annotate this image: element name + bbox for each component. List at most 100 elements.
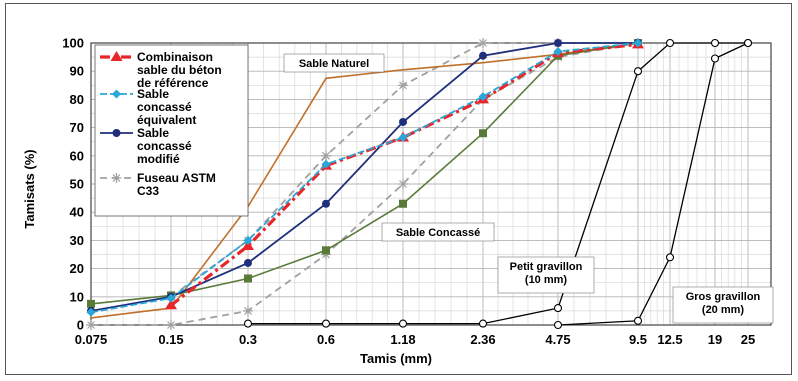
star-marker: [243, 305, 253, 316]
y-tick-label: 100: [62, 36, 84, 51]
series-layer: [86, 38, 753, 330]
annotation-box: [672, 286, 774, 324]
star-stroke: [479, 39, 487, 47]
legend-frame: [94, 44, 249, 217]
star-stroke: [244, 306, 252, 315]
circle-marker: [244, 258, 252, 267]
legend-text: Sable: [137, 126, 169, 140]
circle-marker: [399, 117, 407, 126]
x-tick-label: 25: [741, 332, 755, 347]
annotation-box: [283, 53, 385, 73]
square-marker: [244, 274, 252, 283]
legend-text: Sable: [137, 87, 169, 101]
annotations: Sable Naturel Sable Concassé Petit gravill…: [283, 53, 774, 324]
legend-text: concassé: [137, 139, 192, 153]
diamond-marker: [321, 159, 331, 169]
triangle-marker: [242, 240, 254, 251]
annotation-box: [497, 256, 595, 294]
open-circle-marker: [665, 38, 675, 48]
series-eq: [86, 38, 643, 317]
square-marker: [87, 299, 95, 308]
x-tick-label: 1.18: [390, 332, 415, 347]
star-stroke: [399, 81, 407, 90]
square-marker: [322, 246, 330, 255]
diamond-marker: [166, 293, 176, 303]
series-gros: [553, 38, 753, 330]
annotation-text: Petit gravillon: [510, 261, 583, 273]
annotation-label: Gros gravillon(20 mm): [672, 286, 774, 324]
open-circle-marker: [633, 67, 643, 76]
legend-text: équivalent: [137, 113, 196, 127]
diamond-marker: [478, 92, 488, 102]
y-tick-label: 0: [77, 318, 84, 333]
annotation-label: Sable Concassé: [381, 222, 495, 242]
open-circle-marker: [743, 38, 753, 48]
y-tick-label: 50: [70, 177, 84, 192]
legend-text: C33: [137, 184, 159, 198]
legend-text: Combinaison: [137, 50, 213, 64]
annotation-text: (20 mm): [702, 304, 745, 316]
legend-text: de référence: [137, 76, 209, 90]
annotation-label: Petit gravillon(10 mm): [497, 256, 595, 294]
annotation-text: Sable Naturel: [299, 58, 369, 70]
circle-marker: [479, 51, 487, 60]
y-axis-label: Tamisats (%): [22, 149, 37, 228]
diamond-marker: [398, 132, 408, 142]
circle-marker: [322, 199, 330, 208]
y-tick-label: 70: [70, 120, 84, 135]
star-stroke: [399, 180, 407, 188]
x-tick-label: 2.36: [470, 332, 495, 347]
open-circle-marker: [398, 319, 408, 328]
star-stroke: [167, 321, 175, 329]
plot-border: [90, 42, 772, 326]
diamond-marker: [86, 307, 96, 317]
series-line-mod: [90, 42, 638, 312]
grading-curve-chart: 0 10 20 30 40 50 60 70 80 90 100 0.075 0.15 0.3 0.6 1.1…: [22, 36, 774, 366]
open-circle-marker: [710, 38, 720, 48]
x-tick-label: 12.5: [657, 332, 682, 347]
legend-text: sable du béton: [137, 63, 222, 77]
series-petit: [243, 38, 753, 328]
diamond-marker: [553, 46, 563, 56]
circle-marker: [554, 39, 562, 47]
star-marker: [478, 38, 488, 48]
star-marker: [398, 179, 408, 189]
star-stroke: [112, 174, 121, 182]
x-tick-label: 0.3: [239, 332, 257, 347]
star-marker: [398, 80, 408, 91]
y-tick-label: 90: [70, 64, 84, 79]
triangle-marker: [165, 299, 177, 310]
square-marker: [399, 199, 407, 208]
x-tick-label: 4.75: [545, 332, 570, 347]
open-circle-marker: [553, 304, 563, 313]
legend-text: modifié: [137, 152, 180, 166]
annotation-text: (10 mm): [525, 274, 568, 286]
open-circle-marker: [478, 319, 488, 328]
star-marker: [86, 320, 96, 330]
open-circle-marker: [710, 54, 720, 63]
open-circle-marker: [321, 319, 331, 328]
annotation-text: Gros gravillon: [686, 291, 761, 303]
series-line-concasse: [90, 42, 639, 305]
diamond-marker: [633, 38, 643, 48]
series-line-astm_lower: [91, 42, 639, 326]
legend-text: concassé: [137, 100, 192, 114]
annotation-text: Sable Concassé: [396, 227, 480, 239]
open-circle-marker: [243, 319, 253, 328]
diamond-marker: [112, 89, 121, 99]
y-tick-label: 80: [70, 92, 84, 107]
x-tick-label: 0.6: [317, 332, 335, 347]
open-circle-marker: [665, 253, 675, 262]
y-tick-label: 10: [70, 289, 84, 304]
star-marker: [321, 150, 331, 161]
y-tick-label: 20: [70, 261, 84, 276]
open-circle-marker: [633, 316, 643, 325]
open-circle-marker: [553, 320, 563, 330]
x-tick-label: 9.5: [629, 332, 647, 347]
